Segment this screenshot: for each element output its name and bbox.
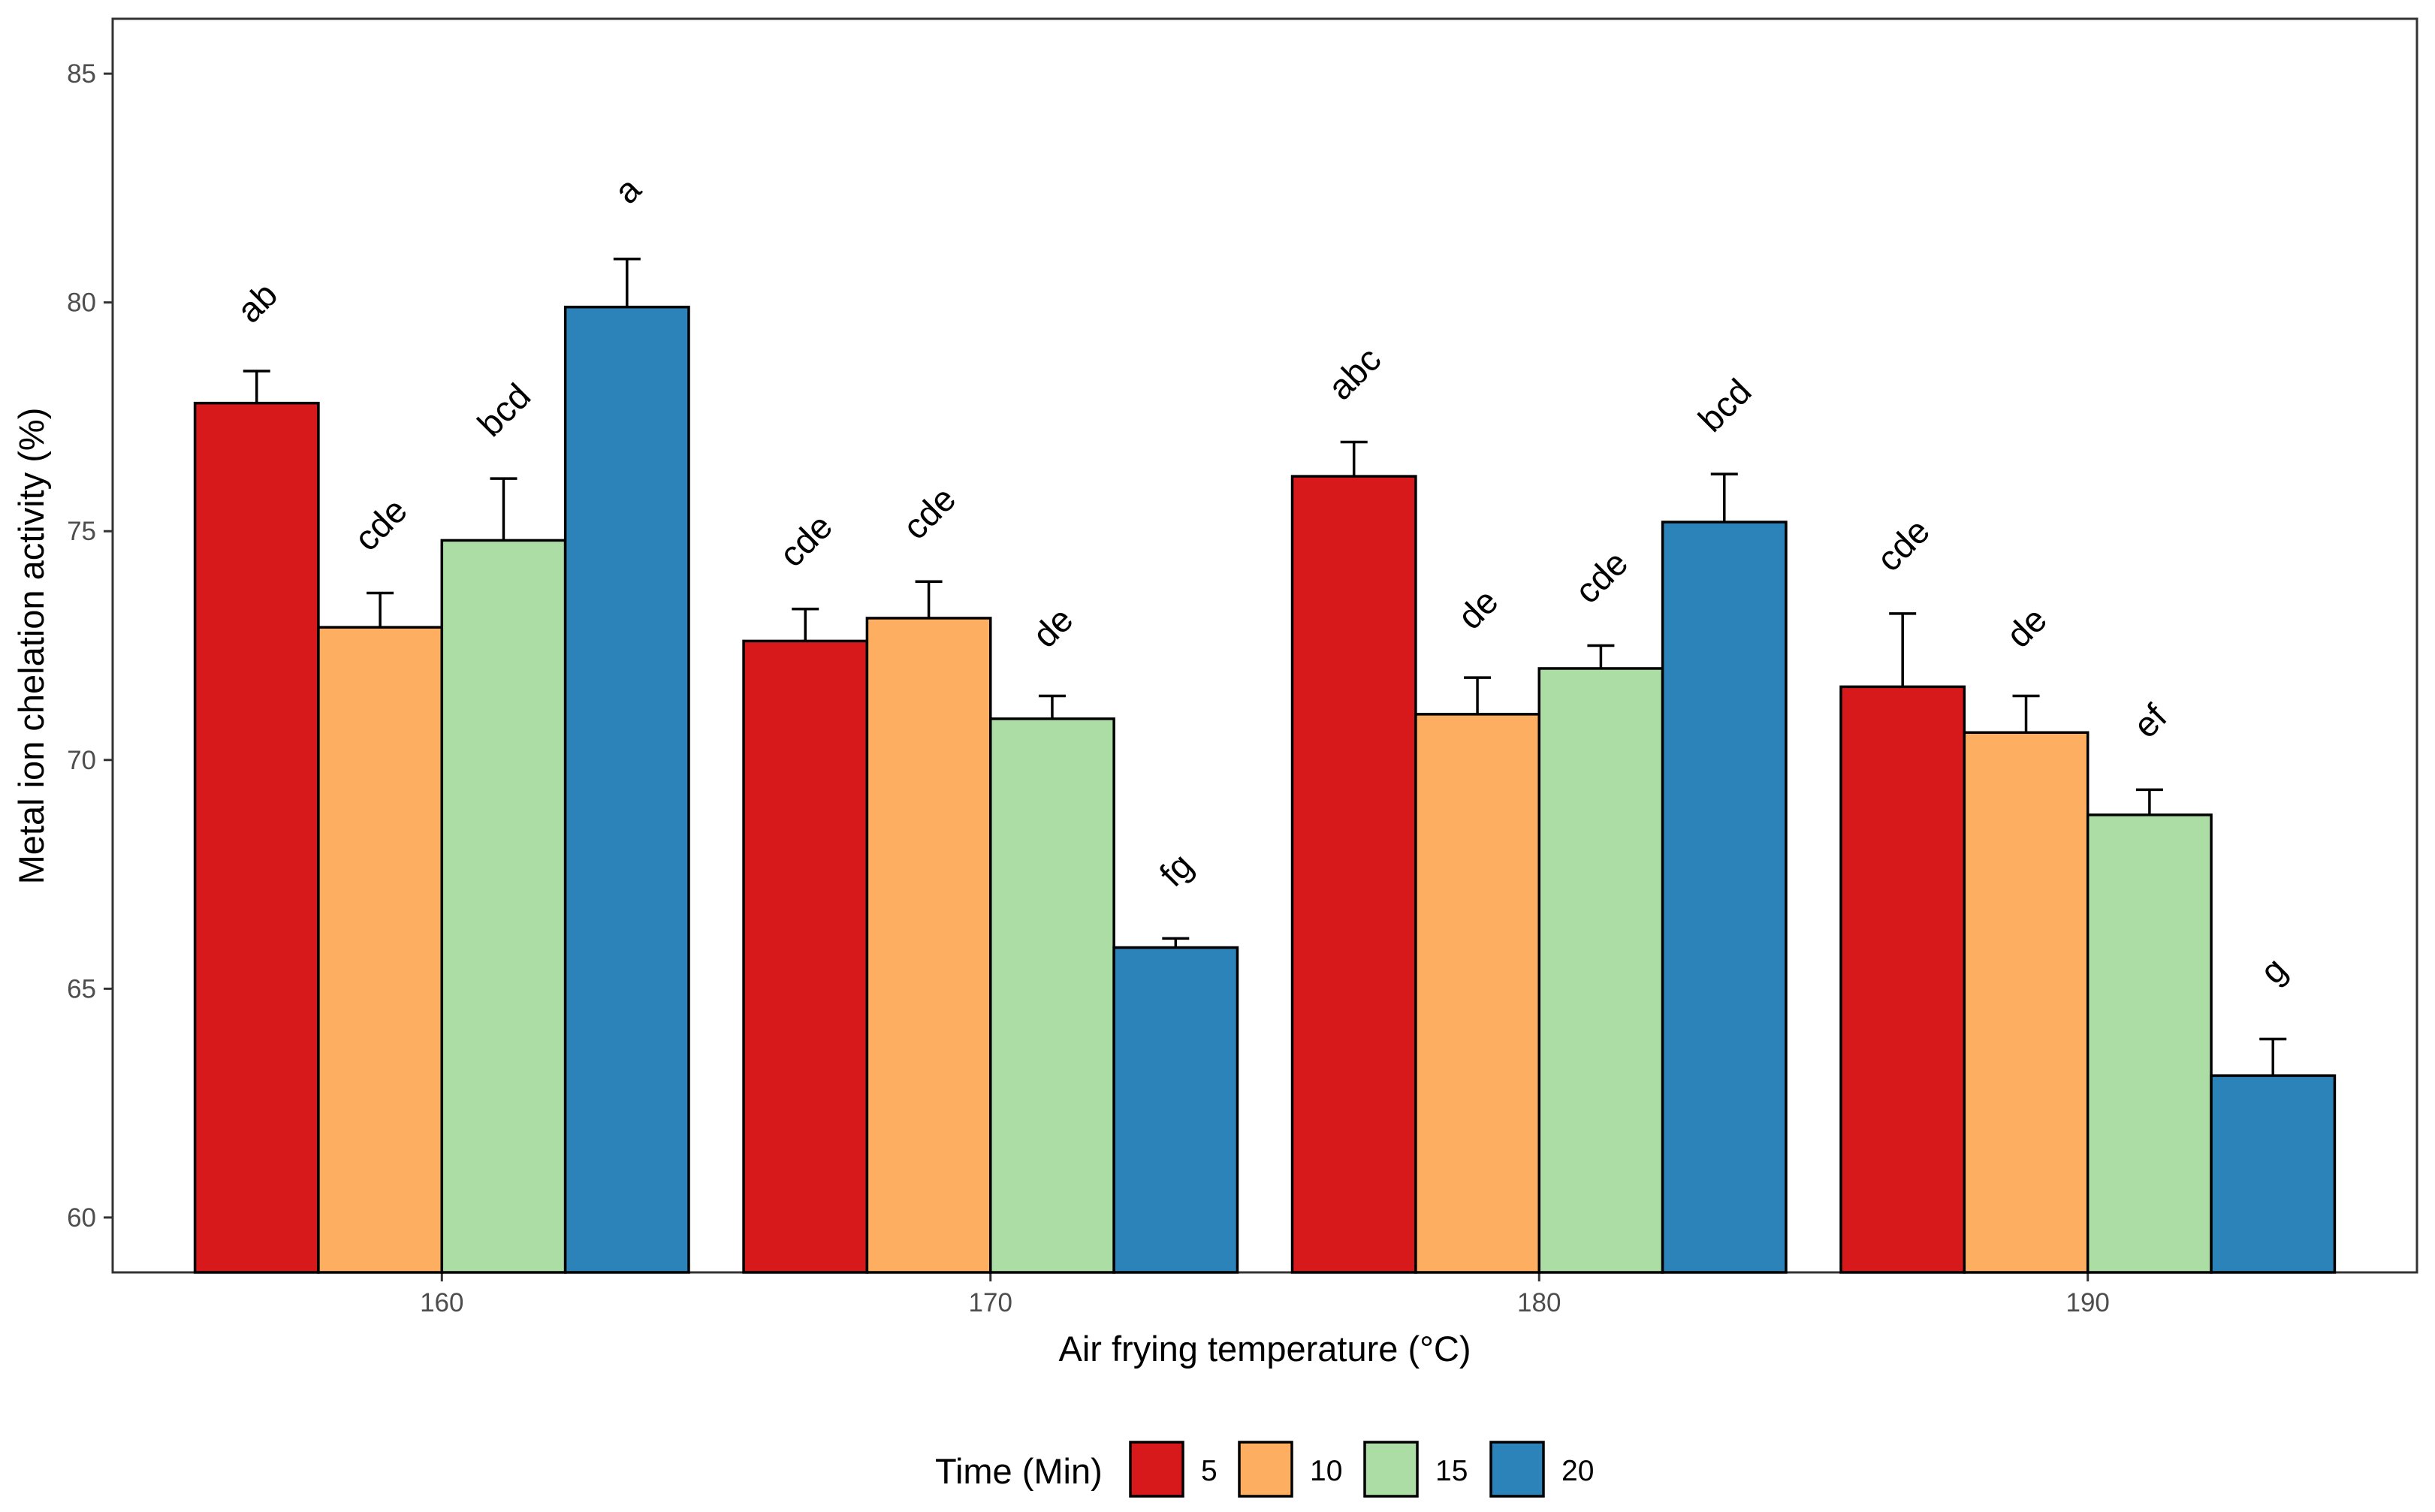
y-tick-label: 80: [67, 288, 96, 318]
y-axis: 60 65 70 75 80 85: [67, 59, 113, 1233]
legend-key-5: [1129, 1441, 1184, 1498]
bar-180-15: [1537, 667, 1664, 1274]
bar-160-20: [563, 305, 690, 1274]
bar-190-15: [2086, 813, 2213, 1274]
x-tick-label: 160: [420, 1288, 463, 1317]
legend-label-20: 20: [1561, 1455, 1594, 1487]
y-tick-label: 70: [67, 746, 96, 775]
bar-190-10: [1963, 731, 2090, 1274]
x-tick-label: 190: [2066, 1288, 2110, 1317]
bar-160-10: [317, 626, 444, 1274]
legend-key-10: [1238, 1441, 1293, 1498]
bar-160-15: [440, 539, 567, 1274]
bar-170-15: [989, 717, 1115, 1274]
bar-180-10: [1414, 713, 1540, 1274]
legend-key-15: [1363, 1441, 1419, 1498]
x-tick-label: 170: [969, 1288, 1012, 1317]
bar-180-5: [1290, 475, 1417, 1274]
bar-190-20: [2210, 1074, 2337, 1274]
error-bars-group: [243, 258, 2287, 1076]
y-tick-label: 65: [67, 974, 96, 1003]
y-tick-label: 60: [67, 1203, 96, 1233]
bar-190-5: [1839, 685, 1966, 1274]
y-tick-label: 85: [67, 59, 96, 89]
x-axis-title: Air frying temperature (°C): [1059, 1329, 1471, 1369]
bar-180-20: [1661, 521, 1788, 1274]
bar-170-10: [865, 617, 992, 1274]
legend-label-5: 5: [1201, 1455, 1218, 1487]
x-axis: 160 170 180 190: [420, 1272, 2110, 1317]
bar-170-5: [742, 639, 869, 1274]
bar-160-5: [193, 401, 320, 1274]
legend-title: Time (Min): [935, 1451, 1103, 1491]
legend: Time (Min) 5 10 15 20: [935, 1441, 1594, 1498]
legend-key-20: [1489, 1441, 1545, 1498]
y-tick-label: 75: [67, 517, 96, 546]
legend-label-15: 15: [1435, 1455, 1468, 1487]
bar-170-20: [1112, 946, 1239, 1274]
y-axis-title: Metal ion chelation activity (%): [11, 408, 51, 885]
legend-label-10: 10: [1310, 1455, 1342, 1487]
bars-group: [193, 305, 2337, 1274]
x-tick-label: 180: [1517, 1288, 1561, 1317]
